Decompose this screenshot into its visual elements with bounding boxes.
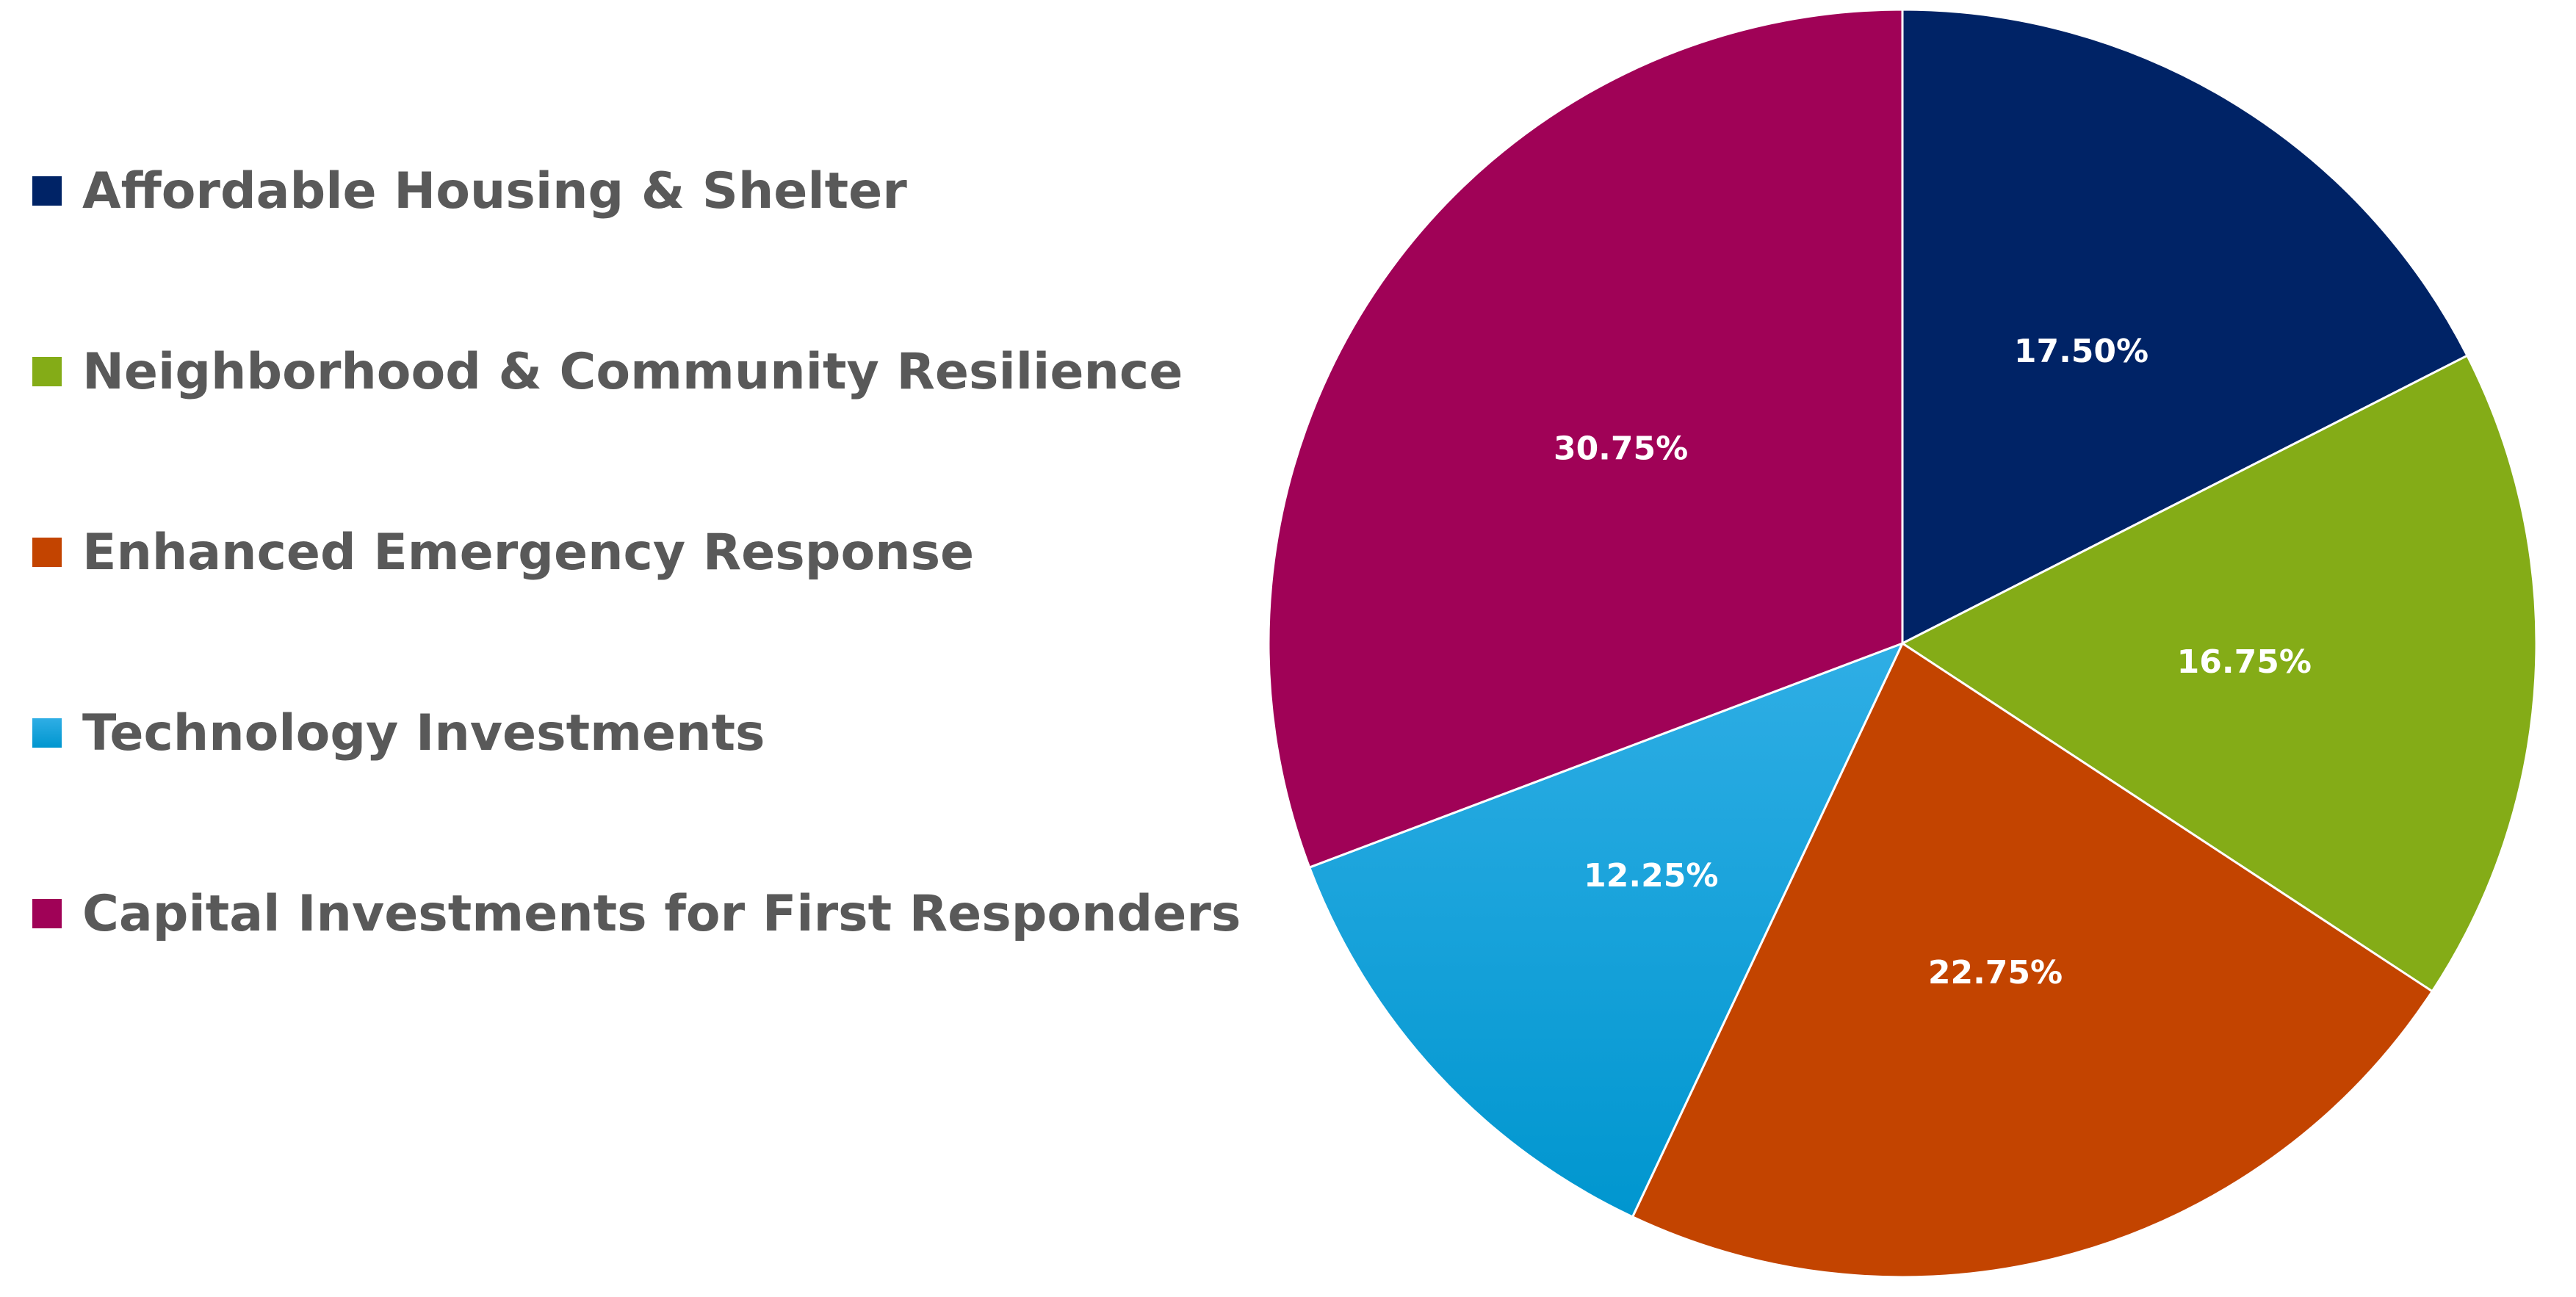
legend-item-neighborhood-resilience: Neighborhood & Community Resilience (32, 328, 1183, 416)
pie-slice-emergency-response (1631, 641, 2434, 1279)
legend-label-neighborhood-resilience: Neighborhood & Community Resilience (82, 342, 1183, 401)
legend-item-affordable-housing: Affordable Housing & Shelter (32, 147, 907, 235)
legend-label-capital-investments: Capital Investments for First Responders (82, 884, 1241, 943)
pie-label-affordable-housing: 17.50% (2014, 333, 2149, 370)
legend-item-emergency-response: Enhanced Emergency Response (32, 508, 974, 596)
legend-swatch-emergency-response (32, 538, 62, 567)
pie-label-emergency-response: 22.75% (1928, 954, 2063, 991)
legend-label-affordable-housing: Affordable Housing & Shelter (82, 162, 907, 220)
pie-slice-affordable-housing (1901, 8, 2469, 646)
legend-item-capital-investments: Capital Investments for First Responders (32, 870, 1241, 958)
pie-slice-capital-investments (1267, 8, 1904, 869)
legend-label-emergency-response: Enhanced Emergency Response (82, 523, 975, 582)
legend-label-technology-investments: Technology Investments (82, 704, 765, 762)
pie-slices (1267, 8, 2538, 1279)
legend-swatch-technology-investments (32, 718, 62, 748)
legend-swatch-affordable-housing (32, 176, 62, 206)
legend-swatch-capital-investments (32, 899, 62, 928)
pie-label-neighborhood-resilience: 16.75% (2177, 643, 2312, 681)
legend-item-technology-investments: Technology Investments (32, 689, 765, 777)
legend-swatch-neighborhood-resilience (32, 357, 62, 386)
pie-slice-technology-investments (1307, 641, 1905, 1218)
pie-value-labels: 17.50% 16.75% 22.75% 12.25% 30.75% (1554, 333, 2312, 991)
pie-label-technology-investments: 12.25% (1584, 857, 1718, 895)
pie-label-capital-investments: 30.75% (1554, 430, 1688, 468)
pie-slice-neighborhood-resilience (1900, 354, 2538, 993)
